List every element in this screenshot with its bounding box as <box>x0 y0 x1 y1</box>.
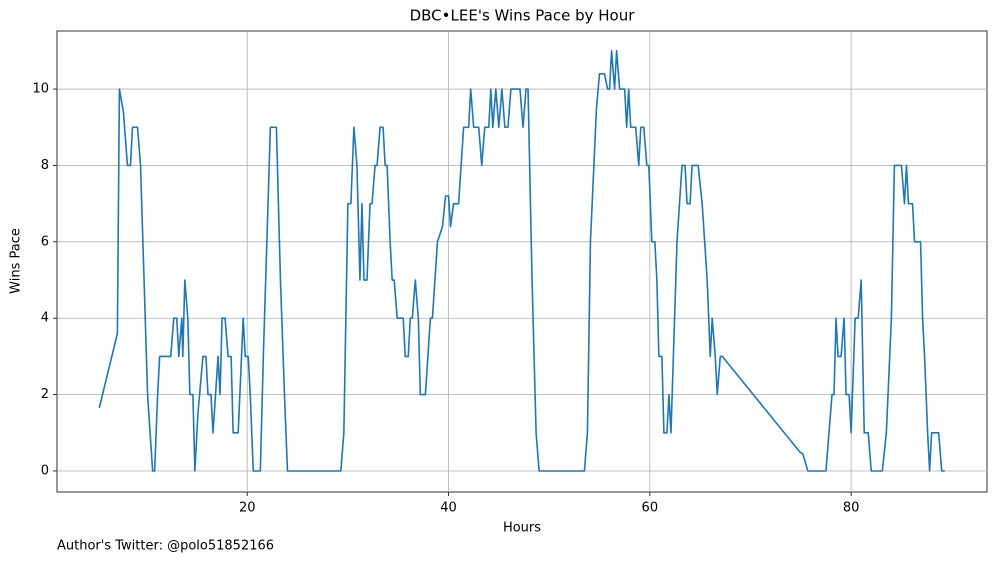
plot-frame <box>56 30 988 493</box>
x-tick-label: 40 <box>440 501 457 516</box>
data-line <box>98 50 945 472</box>
y-tick-label: 8 <box>41 158 49 173</box>
y-tick-label: 0 <box>41 463 49 478</box>
y-tick-label: 10 <box>32 82 49 97</box>
y-tick-label: 2 <box>41 387 49 402</box>
x-tick-label: 80 <box>843 501 860 516</box>
x-tick-label: 60 <box>642 501 659 516</box>
x-tick-label: 20 <box>239 501 256 516</box>
y-tick-label: 4 <box>41 311 49 326</box>
chart-title: DBC•LEE's Wins Pace by Hour <box>410 7 636 25</box>
y-tick-label: 6 <box>41 234 49 249</box>
footnote: Author's Twitter: @polo51852166 <box>57 539 274 554</box>
y-axis-label: Wins Pace <box>9 228 24 294</box>
x-axis-label: Hours <box>503 521 541 536</box>
